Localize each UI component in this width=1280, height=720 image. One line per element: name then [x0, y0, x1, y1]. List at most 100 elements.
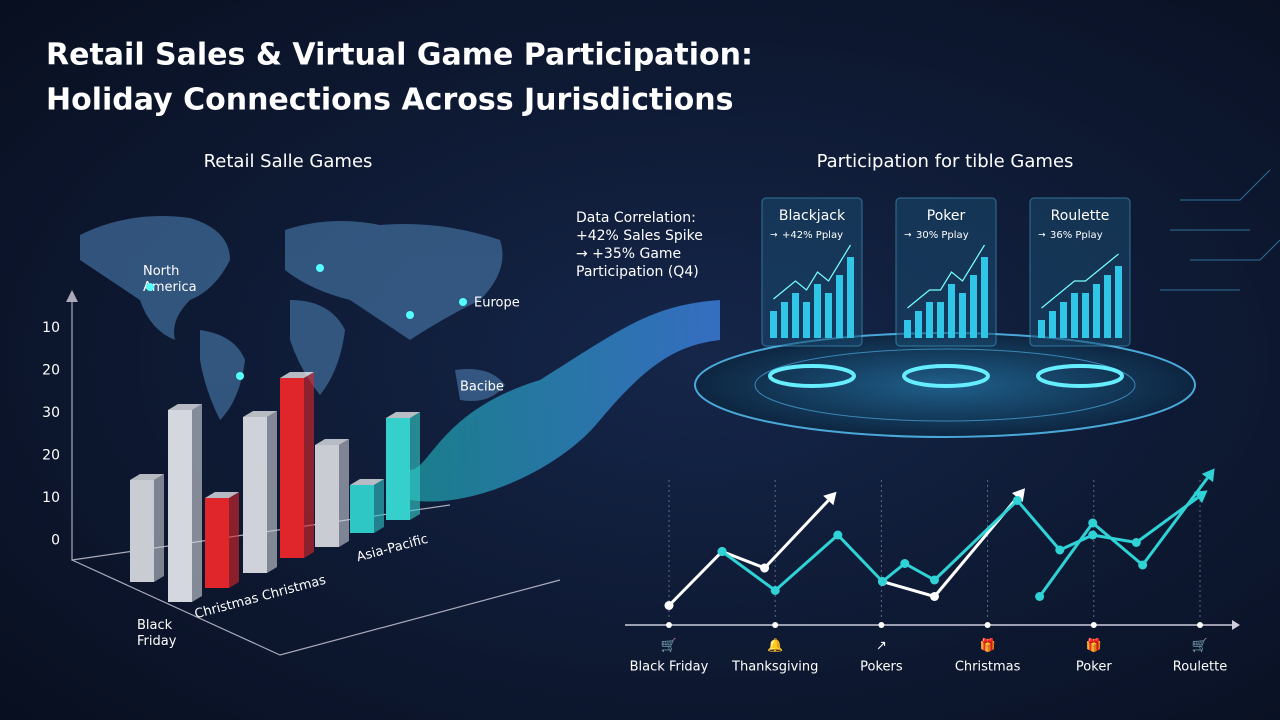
- line-series: [667, 499, 830, 607]
- line-arrowhead: [1201, 468, 1215, 483]
- bar-top: [280, 372, 314, 378]
- bar-top: [168, 404, 202, 410]
- card-bar: [1071, 293, 1078, 338]
- y-axis-label: 10: [42, 490, 60, 506]
- category-icon: 🔔: [767, 638, 783, 654]
- card-subtitle: +42% Pplay: [782, 230, 843, 241]
- world-map: [80, 216, 505, 420]
- line-point: [877, 577, 887, 586]
- bar-front: [243, 417, 267, 573]
- card-bar: [825, 293, 832, 338]
- y-axis-label: 20: [42, 448, 60, 464]
- card-bar: [959, 293, 966, 338]
- line-point: [930, 575, 939, 585]
- section-heading: Participation for tible Games: [817, 151, 1074, 172]
- card-bar: [836, 275, 843, 338]
- bar-front: [205, 498, 229, 588]
- line-point: [1131, 538, 1141, 547]
- x-tick-label: Roulette: [1173, 660, 1227, 675]
- bar-top: [205, 492, 239, 498]
- bar-side: [192, 404, 202, 602]
- card-trend: [907, 244, 986, 309]
- annotation-line: +42% Sales Spike: [576, 228, 703, 244]
- line-point: [770, 586, 780, 595]
- bar-side: [304, 372, 314, 558]
- y-axis-label: 0: [51, 533, 60, 549]
- y-axis-label: 10: [42, 320, 60, 336]
- card-title: Blackjack: [779, 208, 846, 224]
- bar-front: [315, 445, 339, 547]
- axis-arrow: [66, 290, 78, 302]
- card-bar: [926, 302, 933, 338]
- line-arrowhead: [823, 491, 837, 506]
- bar-side: [374, 479, 384, 533]
- platform-ring: [754, 348, 1136, 422]
- y-axis-label: 30: [42, 405, 60, 421]
- tick-dot: [984, 622, 991, 628]
- card-bar: [1038, 320, 1045, 338]
- bar-side: [229, 492, 239, 588]
- card-bar: [970, 275, 977, 338]
- bar-top: [315, 439, 349, 445]
- bar-side: [154, 474, 164, 582]
- circuit-lines: [1160, 169, 1280, 291]
- line-point: [1088, 530, 1098, 540]
- x-axis-arrow: [1232, 620, 1240, 630]
- card-bar: [1104, 275, 1111, 338]
- card-bar: [904, 320, 911, 338]
- bar-side: [410, 412, 420, 520]
- tick-dot: [1197, 622, 1203, 628]
- x-tick-label: Thanksgiving: [731, 660, 818, 675]
- bar-top: [130, 474, 164, 480]
- map-label: North America: [143, 264, 197, 295]
- card-subtitle: 30% Pplay: [916, 230, 969, 241]
- section-heading: Retail Salle Games: [204, 151, 373, 172]
- category-icon: 🎁: [1086, 638, 1102, 654]
- line-point: [900, 559, 910, 568]
- annotation-line: Data Correlation:: [576, 210, 696, 226]
- x-tick-label: Pokers: [860, 660, 903, 675]
- tick-dot: [1090, 622, 1097, 628]
- bar-front: [130, 480, 154, 582]
- bar-top: [386, 412, 420, 418]
- category-icon: 🎁: [980, 638, 996, 654]
- bar-front: [168, 410, 192, 602]
- card-subtitle: 36% Pplay: [1050, 230, 1103, 241]
- tick-dot: [666, 622, 672, 628]
- card-trend: [773, 244, 852, 300]
- title-line: Holiday Connections Across Jurisdictions: [46, 83, 733, 118]
- x-tick-label: Christmas: [955, 660, 1021, 675]
- map-label: Bacibe: [460, 380, 504, 395]
- line-series: [1038, 477, 1209, 598]
- card-glow: [1036, 364, 1124, 388]
- bar-side: [339, 439, 349, 547]
- line-point: [833, 530, 843, 540]
- category-icon: ↗: [876, 639, 887, 654]
- category-icon: 🛒: [661, 638, 677, 654]
- card-arrow: →: [904, 231, 912, 241]
- line-point: [1012, 496, 1022, 505]
- card-bar: [770, 311, 777, 338]
- card-glow: [768, 364, 856, 388]
- card-bar: [1060, 302, 1067, 338]
- annotation: Data Correlation: +42% Sales Spike → +35% …: [576, 210, 703, 280]
- line-point: [930, 592, 939, 601]
- line-arrowhead: [1011, 488, 1026, 502]
- card-bar: [937, 302, 944, 338]
- card-bar: [781, 302, 788, 338]
- bar-top: [243, 411, 277, 417]
- card-bar: [1093, 284, 1100, 338]
- tick-dot: [772, 622, 779, 628]
- line-point: [1055, 545, 1065, 555]
- card-bar: [915, 311, 922, 338]
- line-point: [717, 547, 727, 556]
- card-trend: [1041, 253, 1119, 309]
- line-point: [664, 601, 674, 610]
- bar-front: [350, 485, 374, 533]
- card-bar: [1082, 293, 1089, 338]
- card-arrow: →: [770, 231, 778, 241]
- line-point: [1138, 560, 1148, 570]
- x-tick-label: Poker: [1076, 660, 1112, 675]
- line-point: [1088, 518, 1098, 528]
